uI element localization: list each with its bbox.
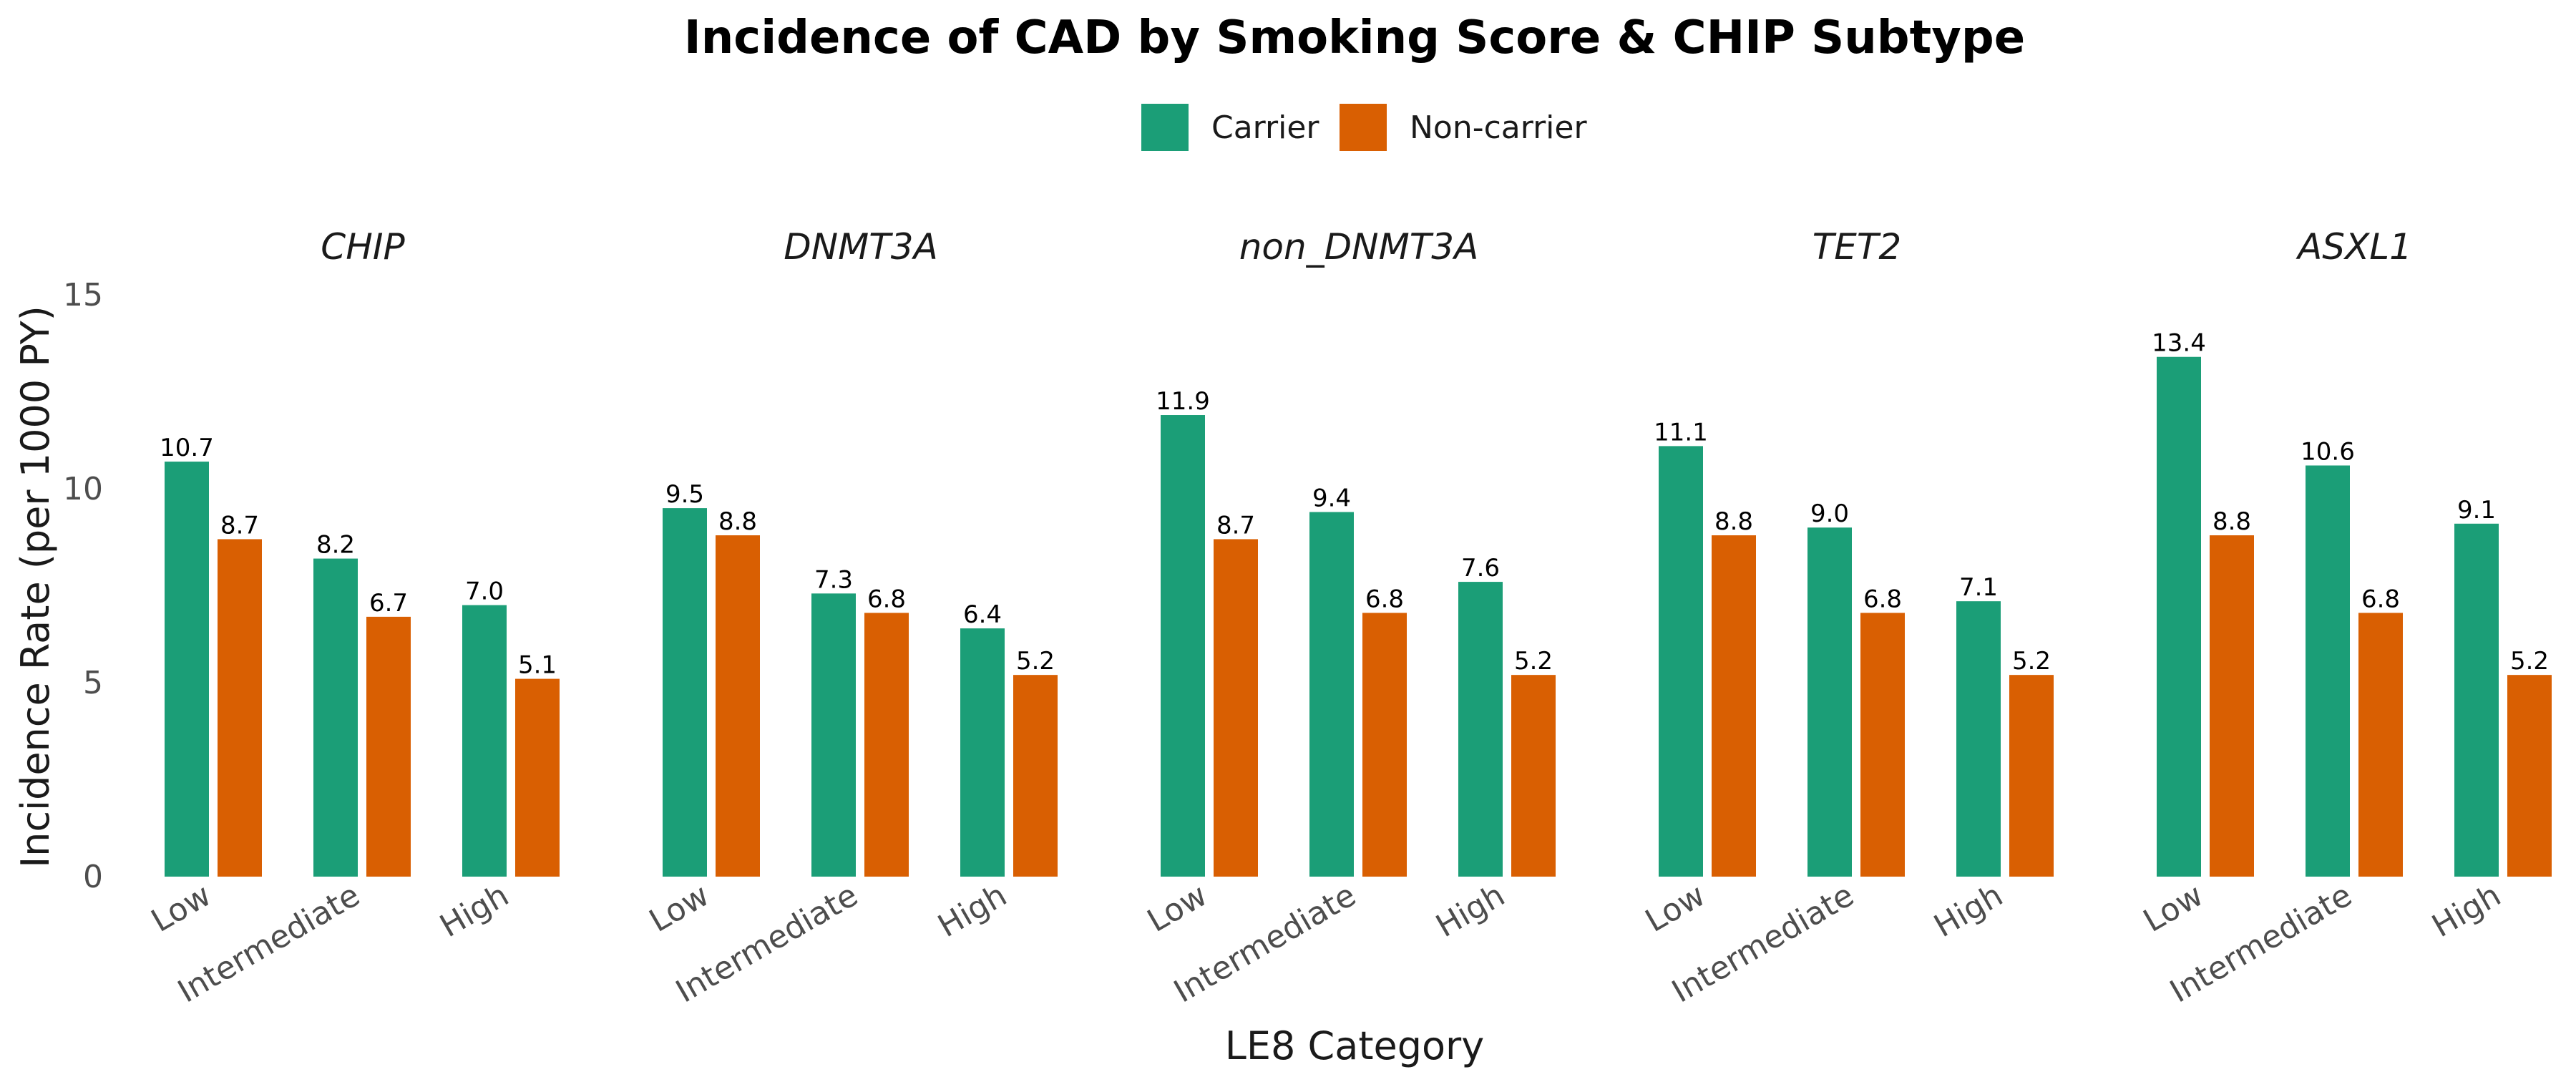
bar-value-label: 5.2 (2012, 647, 2051, 676)
bar-value-label: 8.8 (2212, 507, 2251, 536)
x-tick-label: High (1928, 877, 2009, 945)
bar-carrier (960, 628, 1005, 877)
bar-non-carrier (218, 539, 262, 877)
bar-value-label: 11.9 (1156, 387, 1210, 416)
chart-title: Incidence of CAD by Smoking Score & CHIP… (684, 11, 2025, 64)
facet-label: TET2 (1813, 226, 1902, 268)
bar-non-carrier (1214, 539, 1258, 877)
bar-non-carrier (2507, 675, 2552, 877)
legend-label-carrier: Carrier (1211, 109, 1319, 146)
bar-value-label: 11.1 (1654, 418, 1708, 447)
bar-non-carrier (1511, 675, 1556, 877)
facet-panels: CHIP10.78.7Low8.26.7Intermediate7.05.1Hi… (145, 226, 2552, 1010)
facet-label: non_DNMT3A (1239, 226, 1479, 268)
legend-swatch-carrier (1141, 104, 1189, 151)
bar-non-carrier (2358, 613, 2403, 877)
bar-value-label: 6.8 (1863, 585, 1902, 613)
bar-value-label: 7.1 (1959, 573, 1998, 602)
bar-value-label: 7.0 (465, 578, 504, 606)
bar-value-label: 6.8 (1365, 585, 1404, 613)
facet-label: ASXL1 (2296, 226, 2412, 268)
bar-non-carrier (716, 535, 760, 877)
bar-non-carrier (366, 616, 411, 877)
bar-value-label: 9.1 (2457, 496, 2496, 525)
bar-carrier (1956, 601, 2001, 877)
facet-panel: CHIP10.78.7Low8.26.7Intermediate7.05.1Hi… (145, 226, 560, 1010)
facet-panel: ASXL113.48.8Low10.66.8Intermediate9.15.2… (2137, 226, 2552, 1010)
bar-non-carrier (2210, 535, 2254, 877)
x-tick-label: High (1430, 877, 1511, 945)
bar-value-label: 6.8 (2361, 585, 2400, 613)
bar-value-label: 10.7 (160, 434, 214, 462)
bar-value-label: 8.2 (316, 531, 355, 560)
bar-value-label: 9.0 (1810, 499, 1849, 528)
bar-non-carrier (864, 613, 909, 877)
bar-carrier (663, 508, 707, 877)
bar-value-label: 8.7 (220, 511, 259, 540)
x-tick-label: Low (1141, 877, 1214, 939)
bar-carrier (1807, 527, 1852, 877)
x-axis-title: LE8 Category (1225, 1023, 1484, 1068)
bar-value-label: 5.2 (2510, 647, 2549, 676)
bar-carrier (1309, 512, 1354, 877)
y-tick-label: 0 (83, 859, 103, 895)
bar-carrier (2306, 465, 2350, 877)
facet-panel: DNMT3A9.58.8Low7.36.8Intermediate6.45.2H… (643, 226, 1058, 1010)
legend-swatch-non-carrier (1340, 104, 1387, 151)
bar-carrier (313, 558, 358, 877)
bar-value-label: 10.6 (2301, 437, 2355, 466)
bar-carrier (165, 462, 209, 877)
x-tick-label: High (434, 877, 514, 945)
bar-carrier (462, 605, 507, 877)
bar-value-label: 8.8 (1714, 507, 1753, 536)
bar-value-label: 7.6 (1461, 554, 1500, 583)
bar-value-label: 6.8 (867, 585, 906, 613)
bar-non-carrier (1013, 675, 1058, 877)
bar-value-label: 5.2 (1016, 647, 1055, 676)
x-tick-label: Low (1639, 877, 1712, 939)
bar-value-label: 13.4 (2152, 329, 2206, 358)
bar-value-label: 5.2 (1514, 647, 1553, 676)
x-tick-label: Low (2137, 877, 2210, 939)
bar-carrier (1161, 415, 1205, 877)
y-tick-label: 15 (63, 277, 103, 313)
facet-label: CHIP (321, 226, 405, 268)
bar-non-carrier (515, 678, 560, 877)
bar-non-carrier (1860, 613, 1905, 877)
x-tick-label: High (932, 877, 1013, 945)
x-tick-label: Low (145, 877, 218, 939)
y-axis: 0 5 10 15 (63, 277, 103, 895)
legend-label-non-carrier: Non-carrier (1410, 109, 1587, 146)
x-tick-label: High (2426, 877, 2507, 945)
y-tick-label: 10 (63, 471, 103, 507)
bar-value-label: 6.7 (369, 589, 408, 618)
facet-panel: TET211.18.8Low9.06.8Intermediate7.15.2Hi… (1639, 226, 2054, 1010)
bar-value-label: 8.8 (718, 507, 757, 536)
bar-value-label: 5.1 (518, 651, 557, 680)
bar-value-label: 8.7 (1216, 511, 1255, 540)
bar-carrier (1659, 446, 1703, 877)
facet-label: DNMT3A (784, 226, 938, 268)
bar-value-label: 9.5 (665, 480, 704, 509)
bar-value-label: 9.4 (1312, 484, 1351, 513)
bar-non-carrier (2009, 675, 2054, 877)
bar-non-carrier (1362, 613, 1407, 877)
bar-carrier (1458, 582, 1503, 877)
y-tick-label: 5 (83, 665, 103, 701)
bar-carrier (2454, 523, 2499, 877)
y-axis-title: Incidence Rate (per 1000 PY) (13, 306, 58, 868)
bar-carrier (811, 593, 856, 877)
bar-non-carrier (1712, 535, 1756, 877)
bar-value-label: 7.3 (814, 565, 853, 594)
x-tick-label: Low (643, 877, 716, 939)
legend: Carrier Non-carrier (1141, 104, 1587, 151)
facet-panel: non_DNMT3A11.98.7Low9.46.8Intermediate7.… (1141, 226, 1556, 1010)
bar-carrier (2157, 356, 2201, 877)
bar-value-label: 6.4 (963, 600, 1002, 629)
